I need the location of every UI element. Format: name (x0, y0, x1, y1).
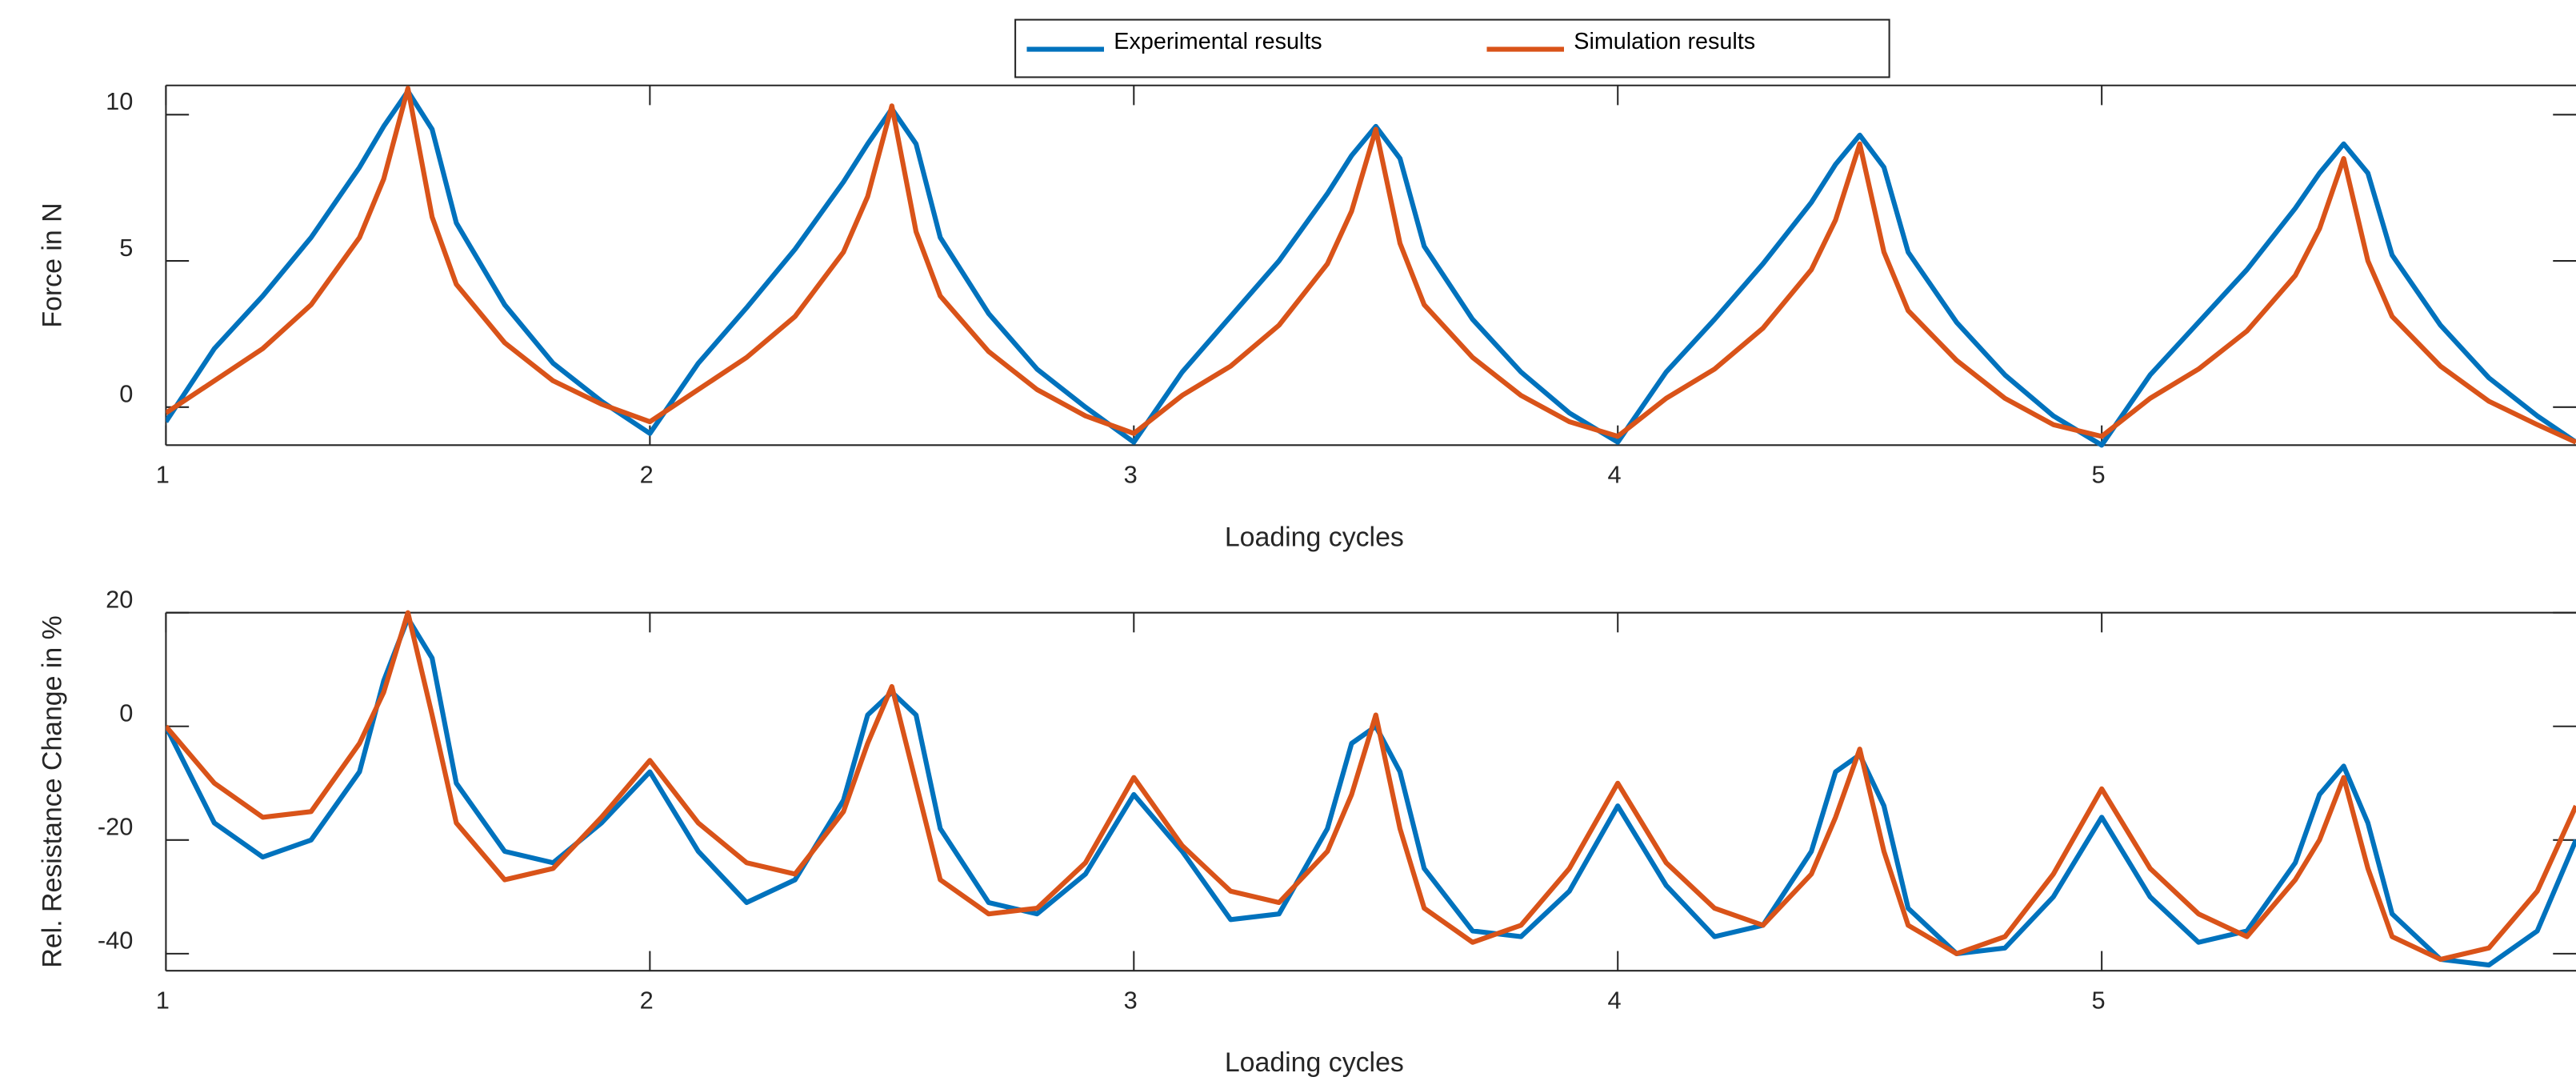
x-tick-label: 3 (1124, 986, 1138, 1014)
data-line (166, 610, 2576, 963)
legend-label: Simulation results (1574, 29, 1755, 54)
x-tick-label: 1 (156, 986, 170, 1014)
x-tick-label: 2 (640, 986, 654, 1014)
data-line (166, 86, 2576, 445)
data-line (166, 615, 2576, 968)
y-tick-label: 20 (106, 585, 133, 613)
x-tick-label: 3 (1124, 460, 1138, 488)
y-axis-label: Rel. Resistance Change in % (38, 615, 68, 967)
legend-label: Experimental results (1114, 29, 1322, 54)
x-tick-label: 5 (2091, 460, 2105, 488)
y-tick-label: 0 (119, 699, 133, 727)
y-tick-label: 10 (106, 87, 133, 115)
y-tick-label: -40 (98, 927, 134, 955)
data-line (166, 88, 2576, 448)
x-tick-label: 1 (156, 460, 170, 488)
x-tick-label: 4 (1608, 460, 1622, 488)
x-tick-label: 2 (640, 460, 654, 488)
x-axis-label: Loading cycles (1225, 1047, 1404, 1078)
y-tick-label: 5 (119, 234, 133, 262)
x-axis-label: Loading cycles (1225, 522, 1404, 552)
y-axis-label: Force in N (38, 202, 68, 327)
y-tick-label: -20 (98, 813, 134, 841)
y-tick-label: 0 (119, 380, 133, 408)
legend-box (1014, 18, 1890, 78)
x-tick-label: 4 (1608, 986, 1622, 1014)
x-tick-label: 5 (2091, 986, 2105, 1014)
